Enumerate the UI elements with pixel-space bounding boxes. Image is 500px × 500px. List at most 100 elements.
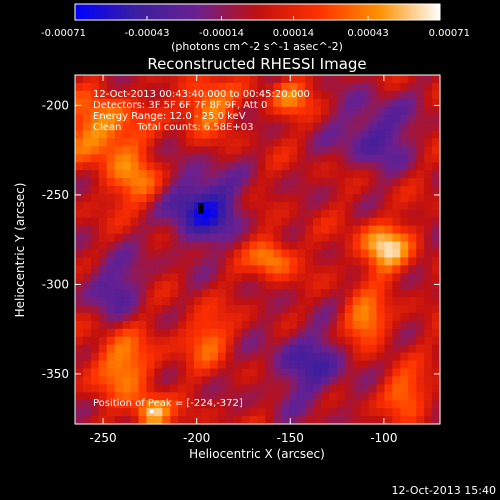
heatmap-cell (106, 225, 116, 235)
heatmap-cell (376, 201, 386, 211)
heatmap-cell (305, 106, 314, 116)
heatmap-cell (320, 241, 330, 251)
heatmap-cell (209, 376, 219, 385)
heatmap-cell (90, 122, 100, 132)
heatmap-cell (281, 344, 290, 354)
heatmap-cell (162, 312, 171, 322)
heatmap-cell (90, 344, 100, 354)
heatmap-cell (106, 75, 116, 84)
heatmap-cell (313, 193, 322, 203)
heatmap-cell (384, 209, 393, 219)
heatmap-cell (360, 416, 370, 425)
heatmap-cell (154, 106, 163, 116)
heatmap-cell (328, 312, 338, 322)
heatmap-cell (376, 289, 386, 298)
heatmap-cell (352, 178, 362, 187)
heatmap-cell (75, 106, 84, 116)
heatmap-cell (273, 392, 282, 401)
heatmap-cell (162, 217, 171, 227)
heatmap-cell (360, 273, 370, 282)
heatmap-cell (376, 384, 386, 393)
heatmap-cell (122, 154, 132, 163)
heatmap-cell (305, 90, 314, 100)
heatmap-cell (392, 328, 401, 338)
heatmap-cell (336, 114, 346, 124)
heatmap-cell (416, 178, 425, 187)
heatmap-cell (384, 75, 393, 84)
heatmap-cell (217, 82, 227, 92)
heatmap-cell (313, 146, 322, 155)
heatmap-cell (249, 233, 259, 243)
heatmap-cell (344, 384, 354, 393)
heatmap-cell (75, 170, 84, 179)
heatmap-cell (170, 209, 179, 219)
heatmap-cell (328, 281, 338, 290)
heatmap-cell (98, 98, 108, 108)
heatmap-cell (336, 297, 346, 306)
heatmap-cell (146, 352, 155, 362)
heatmap-cell (194, 186, 203, 195)
heatmap-cell (368, 416, 378, 425)
heatmap-cell (360, 146, 370, 155)
heatmap-cell (82, 138, 92, 147)
heatmap-cell (154, 82, 163, 92)
heatmap-cell (400, 193, 409, 203)
heatmap-cell (130, 368, 140, 378)
heatmap-cell (186, 75, 195, 84)
heatmap-cell (146, 98, 155, 108)
heatmap-cell (90, 400, 100, 409)
heatmap-cell (400, 98, 409, 108)
heatmap-cell (400, 82, 409, 92)
heatmap-cell (98, 297, 108, 306)
heatmap-cell (154, 400, 163, 409)
heatmap-cell (320, 138, 330, 147)
heatmap-cell (170, 82, 179, 92)
heatmap-cell (384, 122, 393, 132)
heatmap-cell (217, 146, 227, 155)
heatmap-cell (170, 408, 179, 417)
heatmap-cell (217, 384, 227, 393)
heatmap-cell (75, 193, 84, 203)
heatmap-cell (186, 297, 195, 306)
heatmap-cell (281, 328, 290, 338)
heatmap (75, 75, 441, 425)
heatmap-cell (320, 320, 330, 330)
heatmap-cell (130, 186, 140, 195)
heatmap-cell (257, 106, 267, 116)
heatmap-cell (305, 170, 314, 179)
heatmap-cell (249, 328, 259, 338)
heatmap-cell (336, 408, 346, 417)
heatmap-cell (336, 249, 346, 259)
heatmap-cell (217, 400, 227, 409)
heatmap-cell (114, 320, 124, 330)
heatmap-cell (281, 352, 290, 362)
heatmap-cell (241, 162, 251, 171)
heatmap-cell (344, 281, 354, 290)
heatmap-cell (281, 209, 290, 219)
heatmap-cell (313, 376, 322, 385)
heatmap-cell (241, 408, 251, 417)
heatmap-cell (384, 146, 393, 155)
heatmap-cell (106, 178, 116, 187)
heatmap-cell (249, 186, 259, 195)
heatmap-cell (432, 225, 441, 235)
heatmap-cell (75, 416, 84, 425)
heatmap-cell (186, 416, 195, 425)
heatmap-cell (154, 241, 163, 251)
heatmap-cell (162, 305, 171, 314)
heatmap-cell (257, 138, 267, 147)
heatmap-cell (305, 209, 314, 219)
heatmap-cell (194, 273, 203, 282)
heatmap-cell (416, 408, 425, 417)
heatmap-cell (106, 265, 116, 274)
heatmap-cell (225, 82, 235, 92)
colorbar-tick-label: -0.00014 (199, 28, 244, 39)
heatmap-cell (201, 186, 211, 195)
heatmap-cell (432, 241, 441, 251)
heatmap-cell (392, 352, 401, 362)
heatmap-cell (328, 217, 338, 227)
heatmap-cell (289, 82, 298, 92)
heatmap-cell (328, 249, 338, 259)
heatmap-cell (392, 320, 401, 330)
heatmap-cell (360, 384, 370, 393)
